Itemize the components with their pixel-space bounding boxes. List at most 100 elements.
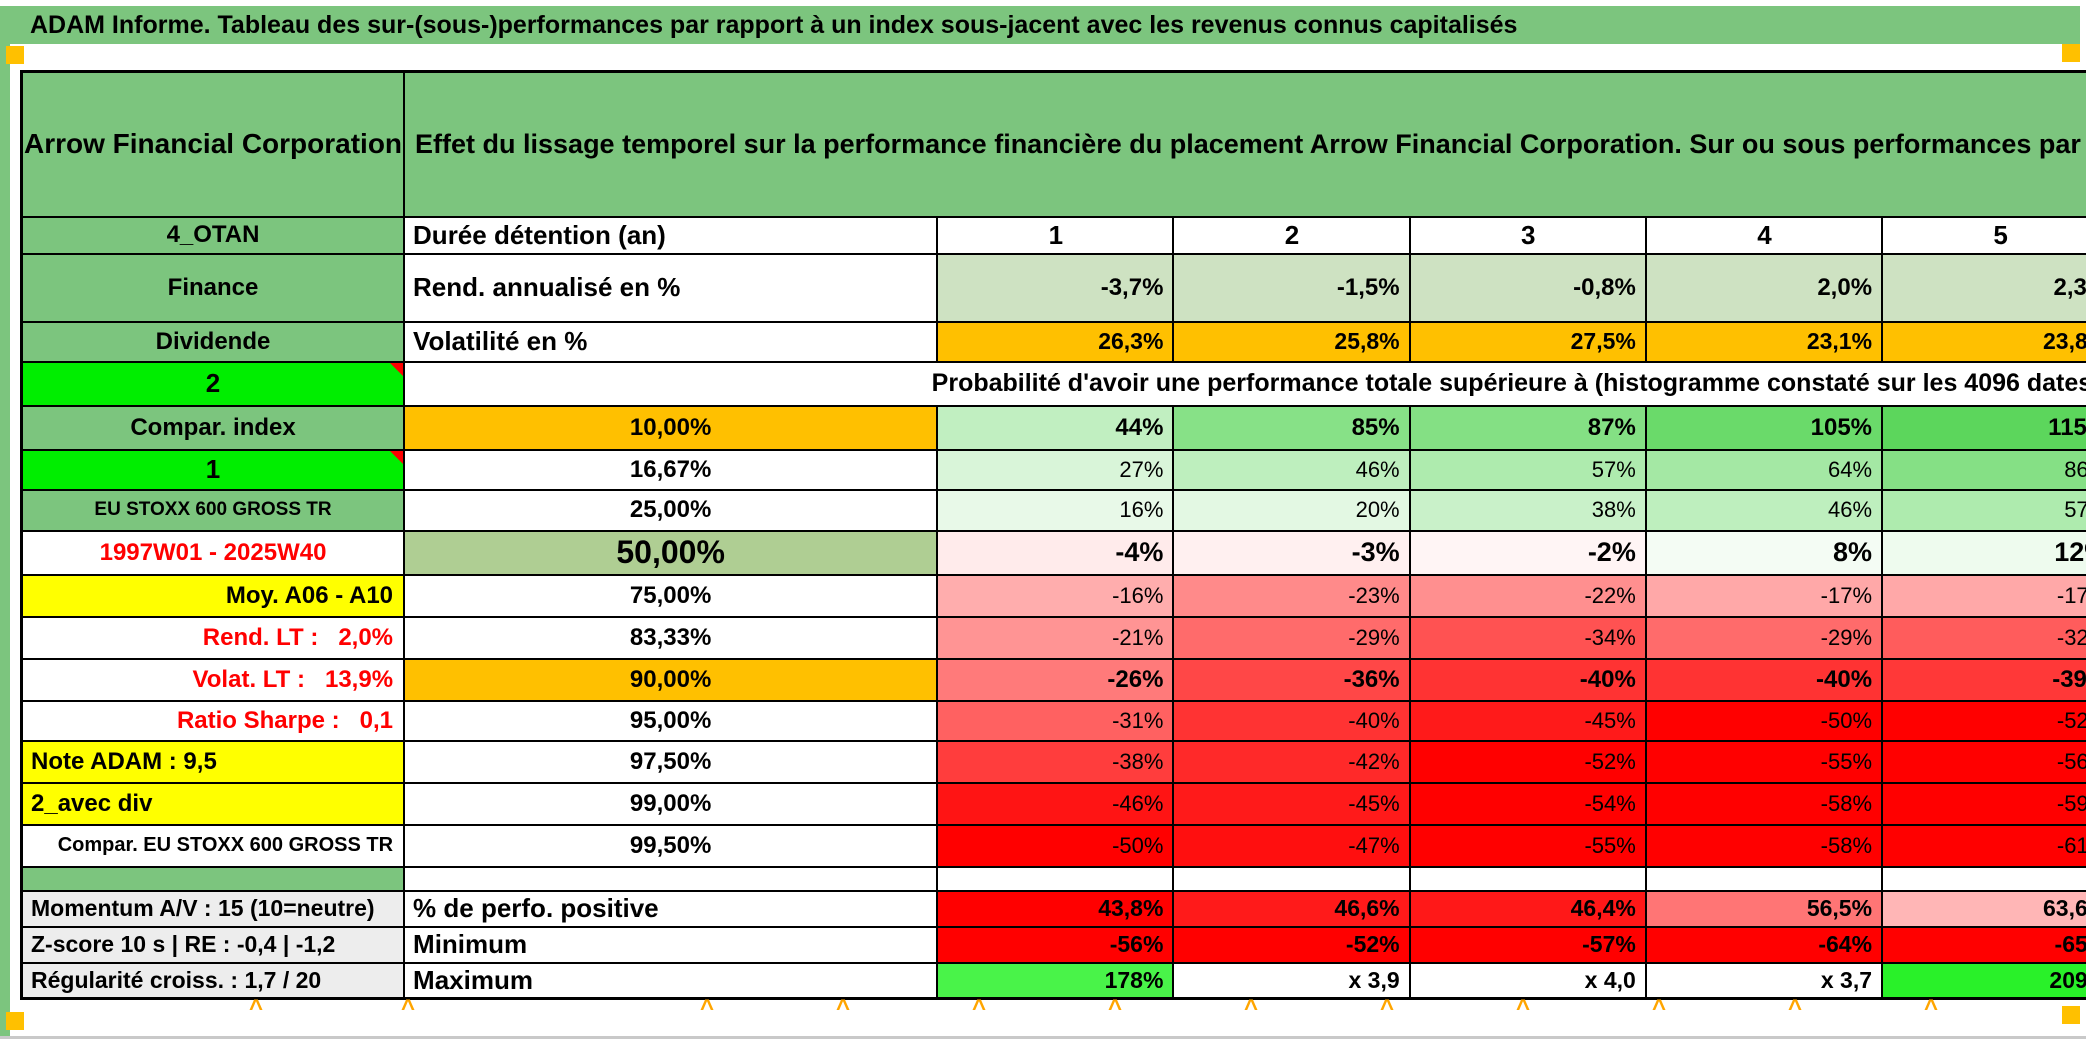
value-cell[interactable]: -29% <box>1644 615 1884 660</box>
value-cell[interactable]: -47% <box>1172 823 1411 868</box>
value-cell[interactable]: -39% <box>1881 657 2086 702</box>
sheet-title-cell[interactable]: ADAM Informe. Tableau des sur-(sous-)per… <box>0 6 2080 44</box>
value-cell[interactable]: 27,5% <box>1408 320 1647 363</box>
value-cell[interactable]: 46,4% <box>1408 889 1647 928</box>
value-cell[interactable]: -55% <box>1408 823 1647 868</box>
value-cell[interactable]: -4% <box>936 529 1175 576</box>
value-cell[interactable]: -26% <box>936 657 1175 702</box>
value-cell[interactable]: 2,3% <box>1881 252 2086 323</box>
value-cell[interactable]: -52% <box>1172 925 1411 964</box>
row-label-cell[interactable]: 2_avec div <box>20 781 406 826</box>
row-label-cell[interactable]: Moy. A06 - A10 <box>20 573 406 618</box>
value-cell[interactable]: -17% <box>1644 573 1884 618</box>
row-label-cell[interactable]: Régularité croiss. : 1,7 / 20 <box>20 961 406 1000</box>
value-cell[interactable]: -46% <box>936 781 1175 826</box>
metric-label-cell[interactable]: % de perfo. positive <box>403 889 939 928</box>
value-cell[interactable]: -1,5% <box>1172 252 1411 323</box>
metric-label-cell[interactable]: 25,00% <box>403 488 939 532</box>
value-cell[interactable]: -3,7% <box>936 252 1175 323</box>
value-cell[interactable]: 178% <box>936 961 1175 1000</box>
value-cell[interactable]: 46,6% <box>1172 889 1411 928</box>
metric-label-cell[interactable]: Maximum <box>403 961 939 1000</box>
value-cell[interactable]: -45% <box>1172 781 1411 826</box>
metric-label-cell[interactable]: Rend. annualisé en % <box>403 252 939 323</box>
value-cell[interactable]: -32% <box>1881 615 2086 660</box>
value-cell[interactable]: -59% <box>1881 781 2086 826</box>
row-label-cell[interactable]: 1 <box>20 448 406 491</box>
value-cell[interactable]: 4 <box>1644 215 1884 255</box>
value-cell[interactable]: -57% <box>1408 925 1647 964</box>
row-label-cell[interactable]: EU STOXX 600 GROSS TR <box>20 488 406 532</box>
value-cell[interactable]: -34% <box>1408 615 1647 660</box>
value-cell[interactable]: 87% <box>1408 404 1647 451</box>
value-cell[interactable]: -23% <box>1172 573 1411 618</box>
value-cell[interactable]: 105% <box>1644 404 1884 451</box>
value-cell[interactable]: -40% <box>1408 657 1647 702</box>
value-cell[interactable]: 57% <box>1881 488 2086 532</box>
metric-label-cell[interactable]: 90,00% <box>403 657 939 702</box>
value-cell[interactable]: -45% <box>1408 699 1647 742</box>
value-cell[interactable]: -55% <box>1644 739 1884 784</box>
value-cell[interactable]: 8% <box>1644 529 1884 576</box>
value-cell[interactable]: -2% <box>1408 529 1647 576</box>
metric-label-cell[interactable]: Minimum <box>403 925 939 964</box>
description-cell[interactable]: Effet du lissage temporel sur la perform… <box>403 70 2086 218</box>
value-cell[interactable]: 86% <box>1881 448 2086 491</box>
value-cell[interactable]: -64% <box>1644 925 1884 964</box>
metric-label-cell[interactable]: Durée détention (an) <box>403 215 939 255</box>
metric-label-cell[interactable]: 99,00% <box>403 781 939 826</box>
row-label-cell[interactable]: Volat. LT : 13,9% <box>20 657 406 702</box>
value-cell[interactable]: 12% <box>1881 529 2086 576</box>
metric-label-cell[interactable]: 97,50% <box>403 739 939 784</box>
value-cell[interactable]: x 3,7 <box>1644 961 1884 1000</box>
value-cell[interactable]: 44% <box>936 404 1175 451</box>
value-cell[interactable]: 25,8% <box>1172 320 1411 363</box>
value-cell[interactable]: 3 <box>1408 215 1647 255</box>
value-cell[interactable]: 63,6% <box>1881 889 2086 928</box>
metric-label-cell[interactable]: Volatilité en % <box>403 320 939 363</box>
value-cell[interactable]: -22% <box>1408 573 1647 618</box>
value-cell[interactable]: 23,8% <box>1881 320 2086 363</box>
value-cell[interactable]: 16% <box>936 488 1175 532</box>
value-cell[interactable]: -40% <box>1172 699 1411 742</box>
value-cell[interactable]: 2 <box>1172 215 1411 255</box>
value-cell[interactable]: 46% <box>1644 488 1884 532</box>
company-cell[interactable]: Arrow Financial Corporation <box>20 70 406 218</box>
value-cell[interactable]: -36% <box>1172 657 1411 702</box>
value-cell[interactable]: 1 <box>936 215 1175 255</box>
value-cell[interactable]: -29% <box>1172 615 1411 660</box>
value-cell[interactable]: -3% <box>1172 529 1411 576</box>
value-cell[interactable]: -38% <box>936 739 1175 784</box>
value-cell[interactable]: 43,8% <box>936 889 1175 928</box>
value-cell[interactable]: -31% <box>936 699 1175 742</box>
row-label-cell[interactable]: Compar. EU STOXX 600 GROSS TR <box>20 823 406 868</box>
row-label-cell[interactable]: 1997W01 - 2025W40 <box>20 529 406 576</box>
metric-label-cell[interactable]: 16,67% <box>403 448 939 491</box>
row-label-cell[interactable] <box>20 865 406 892</box>
value-cell[interactable]: -0,8% <box>1408 252 1647 323</box>
value-cell[interactable]: -21% <box>936 615 1175 660</box>
row-label-cell[interactable]: Z-score 10 s | RE : -0,4 | -1,2 <box>20 925 406 964</box>
value-cell[interactable]: -17% <box>1881 573 2086 618</box>
value-cell[interactable]: 38% <box>1408 488 1647 532</box>
value-cell[interactable]: 209% <box>1881 961 2086 1000</box>
value-cell[interactable]: 115% <box>1881 404 2086 451</box>
value-cell[interactable]: 2,0% <box>1644 252 1884 323</box>
row-label-cell[interactable]: Note ADAM : 9,5 <box>20 739 406 784</box>
row-label-cell[interactable]: 4_OTAN <box>20 215 406 255</box>
row-label-cell[interactable]: Momentum A/V : 15 (10=neutre) <box>20 889 406 928</box>
value-cell[interactable]: -58% <box>1644 823 1884 868</box>
value-cell[interactable]: -52% <box>1881 699 2086 742</box>
row-label-cell[interactable]: Dividende <box>20 320 406 363</box>
value-cell[interactable]: 64% <box>1644 448 1884 491</box>
value-cell[interactable]: 85% <box>1172 404 1411 451</box>
value-cell[interactable]: 23,1% <box>1644 320 1884 363</box>
value-cell[interactable]: -65% <box>1881 925 2086 964</box>
value-cell[interactable]: -50% <box>936 823 1175 868</box>
metric-label-cell[interactable]: 95,00% <box>403 699 939 742</box>
metric-label-cell[interactable]: 83,33% <box>403 615 939 660</box>
value-cell[interactable]: 5 <box>1881 215 2086 255</box>
metric-label-cell[interactable]: 50,00% <box>403 529 939 576</box>
value-cell[interactable]: -16% <box>936 573 1175 618</box>
metric-label-cell[interactable]: 99,50% <box>403 823 939 868</box>
